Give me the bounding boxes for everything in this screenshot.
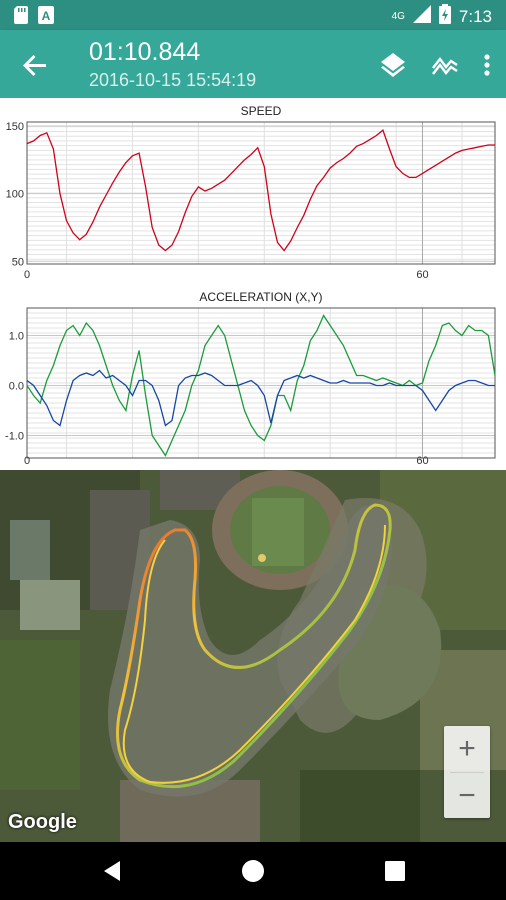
y-tick-label: 100 bbox=[6, 189, 24, 201]
charts-svg: SPEED 50 100 150 0 60 ACCELERATION (X,Y) 1.0 0.0… bbox=[5, 104, 496, 467]
x-tick-label: 0 bbox=[24, 455, 30, 467]
x-tick-label: 60 bbox=[416, 455, 428, 467]
x-tick-label: 60 bbox=[416, 269, 428, 281]
y-tick-label: 0.0 bbox=[9, 381, 24, 393]
zoom-divider bbox=[450, 772, 484, 773]
back-arrow-icon[interactable] bbox=[20, 50, 50, 80]
session-datetime: 2016-10-15 15:54:19 bbox=[89, 70, 257, 90]
charts-panel: SPEED 50 100 150 0 60 ACCELERATION (X,Y) 1.0 0.0… bbox=[0, 98, 506, 470]
google-attribution: Google bbox=[8, 811, 77, 833]
app-bar: 01:10.844 2016-10-15 15:54:19 bbox=[0, 30, 506, 98]
status-bar: A 4G 7:13 bbox=[0, 0, 506, 30]
plot-frame bbox=[26, 121, 496, 265]
battery-charging-icon bbox=[438, 4, 451, 29]
zoom-controls: + − bbox=[444, 726, 490, 818]
network-type: 4G bbox=[391, 11, 405, 22]
satellite-map[interactable]: Google + − bbox=[0, 470, 506, 842]
signal-icon bbox=[412, 5, 431, 28]
map-imagery bbox=[0, 470, 506, 842]
more-vert-icon[interactable] bbox=[482, 50, 492, 80]
zoom-out-button[interactable]: − bbox=[458, 779, 476, 812]
plot-frame bbox=[26, 307, 496, 459]
chart-title: SPEED bbox=[241, 104, 282, 118]
chart-line-icon[interactable] bbox=[430, 50, 460, 80]
nav-bar bbox=[0, 842, 506, 900]
recents-square-icon[interactable] bbox=[383, 859, 407, 883]
y-tick-label: 1.0 bbox=[9, 331, 24, 343]
lap-time-title: 01:10.844 bbox=[89, 38, 201, 66]
y-tick-label: 50 bbox=[12, 256, 24, 268]
series-line-2 bbox=[26, 369, 495, 427]
series-line-1 bbox=[26, 314, 496, 457]
chart-title: ACCELERATION (X,Y) bbox=[199, 290, 322, 304]
y-tick-label: 150 bbox=[6, 121, 24, 133]
notification-a-icon: A bbox=[38, 6, 54, 29]
layers-icon[interactable] bbox=[378, 50, 408, 80]
x-tick-label: 0 bbox=[24, 269, 30, 281]
svg-text:A: A bbox=[42, 9, 51, 23]
status-time: 7:13 bbox=[458, 6, 492, 26]
sd-card-icon bbox=[14, 6, 28, 29]
y-tick-label: -1.0 bbox=[5, 431, 24, 443]
zoom-in-button[interactable]: + bbox=[458, 732, 476, 765]
home-circle-icon[interactable] bbox=[241, 859, 265, 883]
back-triangle-icon[interactable] bbox=[100, 859, 124, 883]
series-line-1 bbox=[26, 129, 495, 252]
